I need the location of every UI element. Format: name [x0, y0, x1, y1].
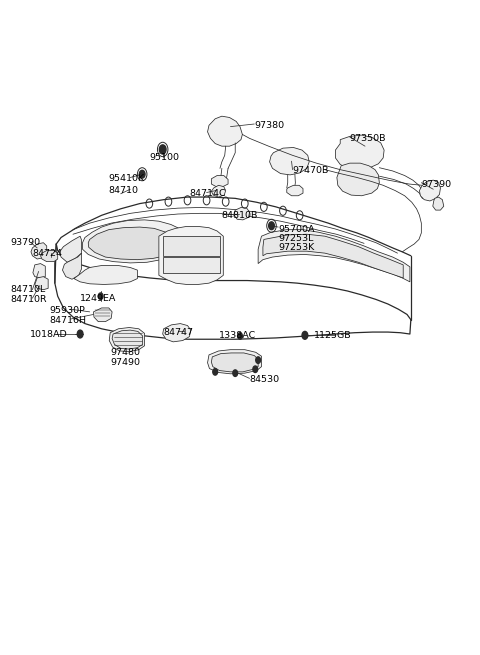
Polygon shape [33, 263, 45, 278]
Text: 95410K: 95410K [109, 174, 145, 183]
Text: 1338AC: 1338AC [218, 331, 256, 341]
Polygon shape [336, 135, 384, 170]
Circle shape [233, 370, 238, 377]
Text: 97470B: 97470B [292, 166, 329, 176]
Text: 84724: 84724 [33, 250, 62, 258]
Circle shape [256, 357, 261, 364]
Polygon shape [420, 180, 441, 201]
Polygon shape [234, 208, 250, 220]
Circle shape [159, 145, 166, 154]
Text: 84530: 84530 [250, 375, 280, 384]
Text: 97350B: 97350B [350, 134, 386, 143]
Text: 97253L: 97253L [278, 234, 313, 242]
Text: 97480: 97480 [110, 348, 140, 357]
Text: 93790: 93790 [10, 238, 40, 247]
Circle shape [213, 369, 217, 375]
Circle shape [238, 333, 242, 339]
Circle shape [139, 170, 145, 178]
Polygon shape [159, 227, 223, 284]
Polygon shape [60, 236, 82, 262]
Text: 84710R: 84710R [10, 295, 47, 304]
Text: 84716H: 84716H [49, 316, 86, 325]
Circle shape [253, 366, 258, 373]
Polygon shape [109, 328, 144, 352]
Text: 84747: 84747 [164, 328, 193, 337]
Polygon shape [112, 330, 143, 349]
Text: 84810B: 84810B [222, 211, 258, 220]
Polygon shape [337, 163, 379, 196]
Polygon shape [433, 197, 444, 210]
Polygon shape [163, 324, 191, 342]
Text: 97490: 97490 [110, 358, 140, 367]
Polygon shape [31, 243, 47, 259]
Polygon shape [88, 227, 178, 259]
Polygon shape [94, 308, 112, 322]
Circle shape [269, 222, 275, 230]
Text: 95700A: 95700A [278, 225, 315, 234]
Text: 97380: 97380 [254, 121, 285, 130]
Polygon shape [287, 185, 303, 196]
Circle shape [98, 293, 103, 299]
Polygon shape [270, 147, 309, 175]
Text: 84714C: 84714C [189, 189, 226, 198]
Polygon shape [83, 220, 185, 263]
Text: 1018AD: 1018AD [30, 329, 68, 339]
Polygon shape [40, 251, 58, 261]
Polygon shape [62, 253, 82, 279]
Text: 95100: 95100 [149, 153, 180, 162]
Circle shape [77, 330, 83, 338]
Circle shape [302, 331, 308, 339]
Polygon shape [35, 276, 48, 290]
Text: 84710L: 84710L [10, 285, 45, 294]
Polygon shape [207, 116, 242, 146]
Text: 84710: 84710 [109, 186, 139, 195]
Polygon shape [211, 176, 228, 187]
Text: 1125GB: 1125GB [314, 331, 351, 341]
Polygon shape [211, 185, 226, 197]
Polygon shape [207, 350, 262, 374]
Polygon shape [74, 265, 137, 284]
Text: 97253K: 97253K [278, 244, 314, 252]
Text: 1249EA: 1249EA [80, 293, 117, 303]
Polygon shape [211, 353, 258, 372]
Polygon shape [163, 257, 220, 273]
Polygon shape [263, 234, 403, 278]
Text: 97390: 97390 [421, 179, 452, 189]
Text: 95930P: 95930P [49, 306, 85, 315]
Polygon shape [163, 236, 220, 255]
Polygon shape [258, 230, 410, 282]
